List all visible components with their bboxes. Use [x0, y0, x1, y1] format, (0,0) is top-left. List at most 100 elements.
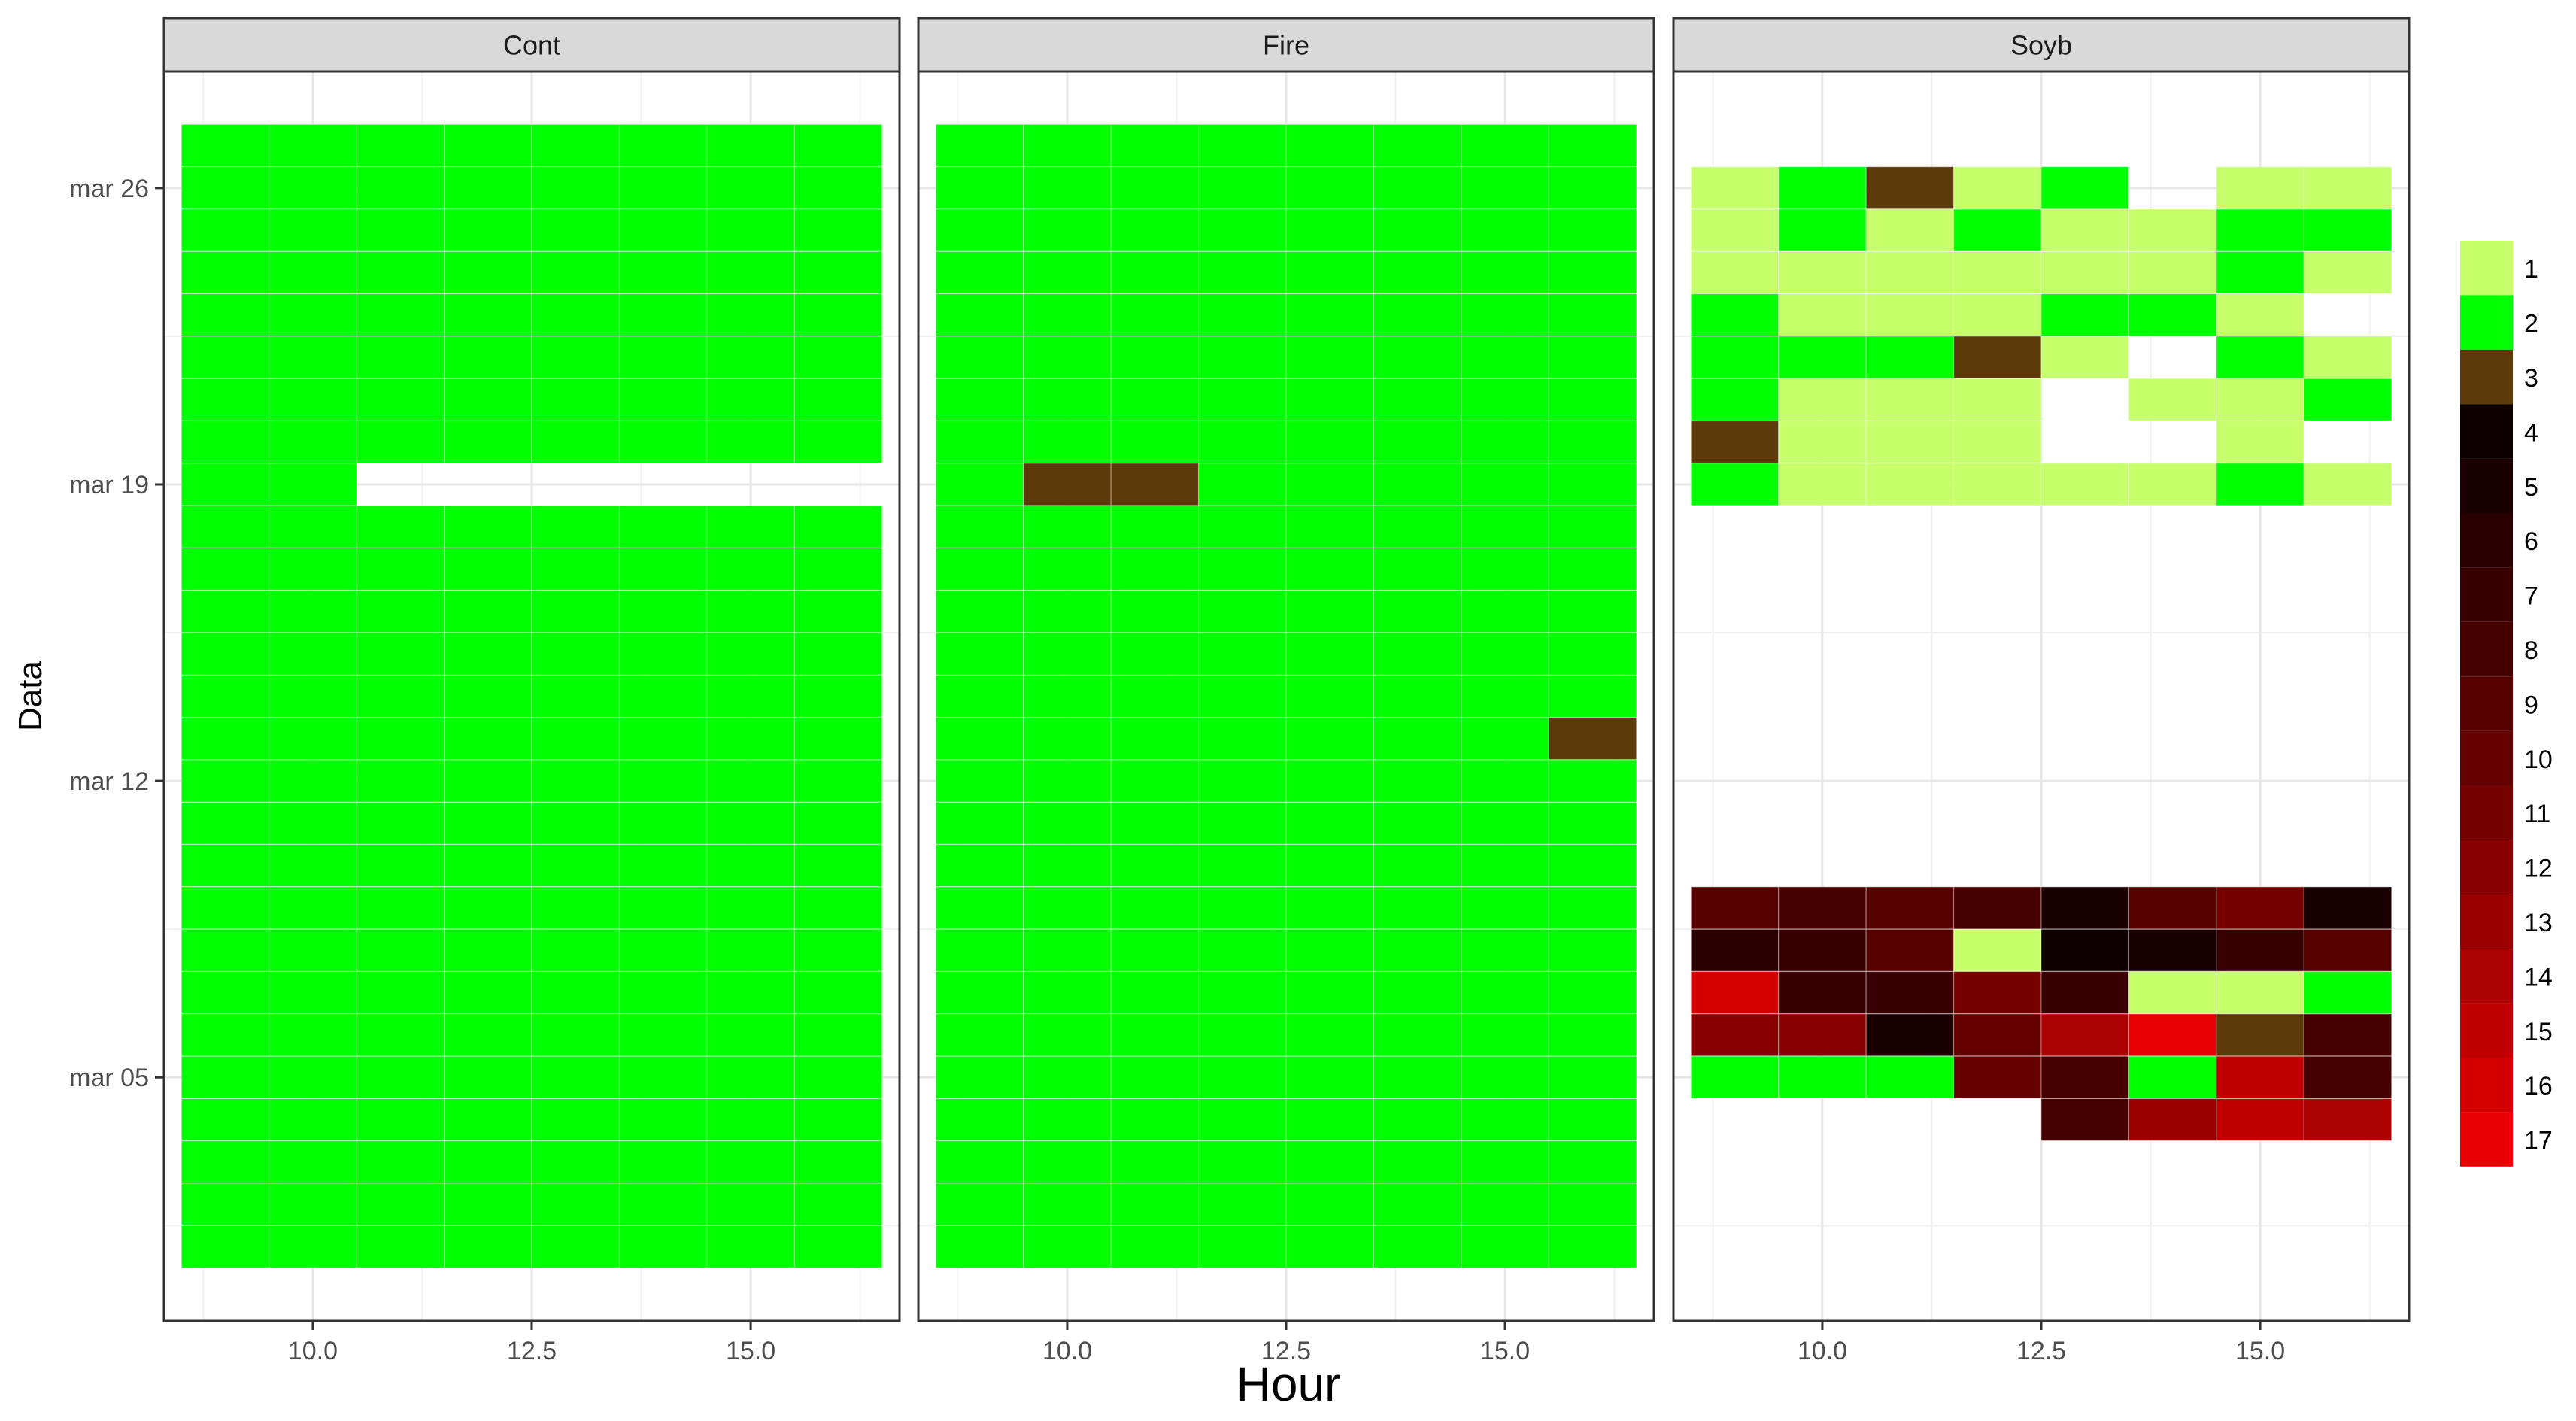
heat-cell [1197, 674, 1287, 718]
heat-cell [2040, 970, 2130, 1015]
heat-cell [1110, 293, 1200, 337]
heat-cell [181, 928, 270, 972]
heat-cell [1373, 759, 1462, 803]
heat-cell [1548, 208, 1637, 252]
x-tick-label: 12.5 [507, 1337, 557, 1365]
heat-cell [1373, 886, 1462, 930]
heat-cell [793, 378, 883, 421]
heat-cell [618, 970, 708, 1015]
heat-cell [2216, 1055, 2304, 1099]
legend-color-key [2460, 349, 2513, 405]
heat-cell [2128, 1098, 2217, 1141]
facet-strip [917, 17, 1655, 73]
heat-cell [443, 123, 532, 167]
heat-cell [1548, 1098, 1637, 1141]
heat-cell [269, 928, 357, 972]
heat-cell [531, 208, 620, 252]
heat-cell [1373, 463, 1462, 506]
heat-cell [1285, 463, 1375, 506]
heat-cell [181, 208, 270, 252]
heat-cell [706, 336, 795, 379]
heat-cell [1461, 293, 1549, 337]
heat-cell [935, 463, 1024, 506]
x-tick-label: 15.0 [2235, 1337, 2285, 1365]
heat-cell [1548, 336, 1637, 379]
heat-cell [1110, 123, 1200, 167]
heat-cell [1778, 970, 1867, 1015]
legend-entry-label: 4 [2524, 418, 2538, 447]
heat-cell [181, 1225, 270, 1268]
heat-cell [1110, 1225, 1200, 1268]
heat-cell [443, 970, 532, 1015]
heat-cell [935, 970, 1024, 1015]
heat-cell [793, 590, 883, 633]
heat-cell [1548, 547, 1637, 591]
heat-cell [1778, 378, 1867, 421]
heat-cell [269, 293, 357, 337]
heat-cell [618, 928, 708, 972]
heat-cell [618, 1055, 708, 1099]
heat-cell [1285, 547, 1375, 591]
heat-cell [269, 1055, 357, 1099]
heat-cell [1548, 632, 1637, 676]
heat-cell [1373, 208, 1462, 252]
heat-cell [1023, 759, 1112, 803]
heat-cell [443, 1140, 532, 1184]
heat-cell [618, 547, 708, 591]
heat-cell [443, 928, 532, 972]
heat-cell [181, 1183, 270, 1226]
facet-strip-label: Fire [1263, 30, 1309, 61]
heat-cell [181, 717, 270, 761]
heat-cell [706, 1225, 795, 1268]
legend-entry-label: 11 [2524, 800, 2550, 828]
heat-cell [269, 505, 357, 548]
heat-cell [1373, 928, 1462, 972]
heat-cell [1023, 886, 1112, 930]
heat-cell [531, 123, 620, 167]
heat-cell [443, 293, 532, 337]
legend-entry-label: 6 [2524, 527, 2538, 556]
heat-cell [793, 250, 883, 294]
heat-cell [1461, 801, 1549, 845]
heat-cell [1373, 1055, 1462, 1099]
heat-cell [531, 1225, 620, 1268]
heat-cell [356, 886, 445, 930]
heat-cell [1548, 463, 1637, 506]
heat-cell [531, 886, 620, 930]
heat-cell [531, 1013, 620, 1057]
heat-cell [1373, 1140, 1462, 1184]
heat-cell [531, 547, 620, 591]
heat-cell [618, 1098, 708, 1141]
heat-cell [935, 123, 1024, 167]
heat-cell [618, 1225, 708, 1268]
heat-cell [356, 759, 445, 803]
heat-cell [1373, 1013, 1462, 1057]
heat-cell [181, 843, 270, 888]
heat-cell [531, 505, 620, 548]
heat-cell [1461, 970, 1549, 1015]
heat-cell [1285, 336, 1375, 379]
heat-cell [2303, 166, 2392, 210]
heat-cell [706, 801, 795, 845]
heat-cell [2303, 463, 2392, 506]
heat-cell [531, 632, 620, 676]
legend-color-key [2460, 458, 2513, 513]
heat-cell [1690, 886, 1780, 930]
heat-cell [443, 1225, 532, 1268]
heat-cell [181, 590, 270, 633]
heat-cell [793, 420, 883, 464]
heat-cell [1110, 674, 1200, 718]
heat-cell [356, 717, 445, 761]
heat-cell [1285, 1183, 1375, 1226]
heat-cell [706, 166, 795, 210]
heat-cell [181, 1055, 270, 1099]
heat-cell [1778, 1055, 1867, 1099]
heat-cell [443, 843, 532, 888]
heat-cell [269, 1140, 357, 1184]
y-tick-label: mar 05 [69, 1064, 149, 1092]
heat-cell [356, 547, 445, 591]
heat-cell [1023, 1013, 1112, 1057]
heat-cell [1548, 590, 1637, 633]
heat-cell [1197, 801, 1287, 845]
heat-cell [1110, 632, 1200, 676]
